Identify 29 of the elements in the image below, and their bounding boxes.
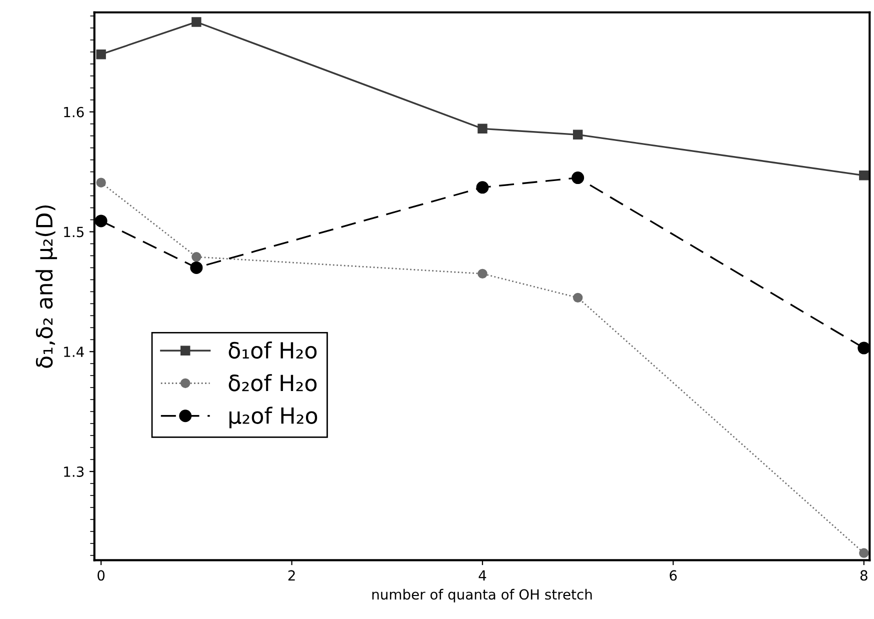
x-axis-title: number of quanta of OH stretch xyxy=(372,588,592,602)
point xyxy=(476,181,489,194)
y-axis-title: δ₁,δ₂ and μ₂(D) xyxy=(36,205,58,368)
point xyxy=(858,342,870,354)
x-tick-label: 8 xyxy=(860,570,868,581)
point xyxy=(859,170,869,180)
y-tick-label: 1.3 xyxy=(64,466,84,477)
point xyxy=(572,292,583,303)
legend-label: μ₂of H₂o xyxy=(229,406,318,428)
point xyxy=(190,261,203,274)
point xyxy=(96,49,106,60)
point xyxy=(94,214,108,228)
point xyxy=(859,548,869,558)
legend-label: δ₂of H₂o xyxy=(228,374,317,392)
point xyxy=(478,268,488,279)
x-tick-label: 4 xyxy=(478,570,486,580)
point xyxy=(572,130,583,140)
point xyxy=(572,172,584,184)
x-tick-label: 6 xyxy=(670,570,677,581)
x-tick-label: 0 xyxy=(98,570,105,581)
point xyxy=(478,124,488,134)
x-tick-label: 2 xyxy=(288,570,295,580)
y-tick-label: 1.4 xyxy=(64,346,84,357)
legend-label: δ₁of H₂o xyxy=(228,342,317,359)
point xyxy=(192,252,202,262)
y-tick-label: 1.6 xyxy=(64,106,84,118)
y-tick-label: 1.5 xyxy=(64,226,84,238)
point xyxy=(192,17,202,27)
point xyxy=(96,178,106,188)
